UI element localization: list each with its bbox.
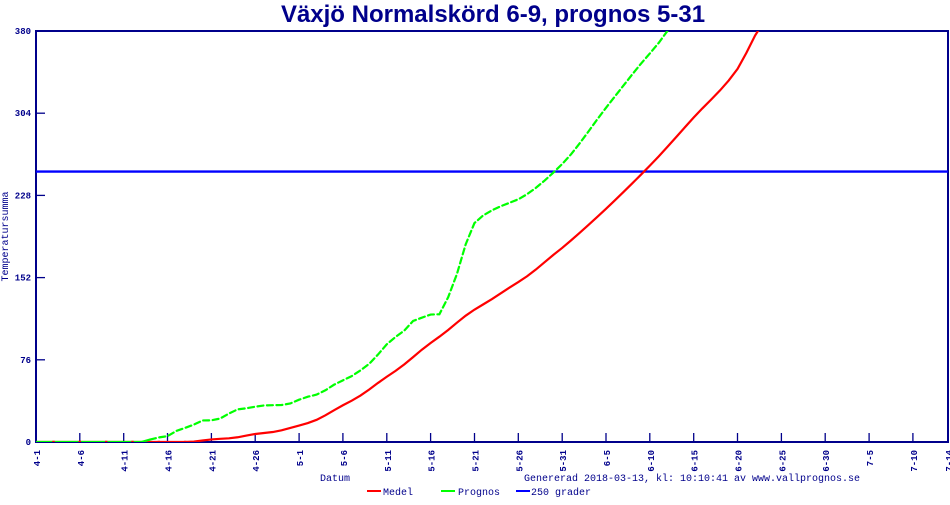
svg-text:7-5: 7-5	[866, 450, 876, 466]
svg-text:6-25: 6-25	[778, 450, 788, 472]
svg-text:0: 0	[26, 438, 31, 448]
svg-text:380: 380	[15, 27, 31, 37]
svg-text:5-21: 5-21	[472, 449, 482, 471]
svg-text:Växjö Normalskörd 6-9, prognos: Växjö Normalskörd 6-9, prognos 5-31	[281, 1, 705, 28]
svg-text:250 grader: 250 grader	[531, 487, 591, 499]
svg-text:Datum: Datum	[320, 474, 350, 485]
svg-text:Prognos: Prognos	[458, 488, 500, 499]
svg-text:5-16: 5-16	[428, 450, 438, 472]
svg-text:5-1: 5-1	[296, 449, 306, 466]
svg-text:4-26: 4-26	[252, 450, 262, 472]
svg-text:4-21: 4-21	[208, 449, 218, 471]
svg-text:5-26: 5-26	[515, 450, 525, 472]
svg-text:4-1: 4-1	[33, 449, 43, 466]
svg-text:Genererad 2018-03-13, kl: 10:1: Genererad 2018-03-13, kl: 10:10:41 av ww…	[524, 473, 860, 485]
svg-text:5-6: 5-6	[340, 450, 350, 466]
svg-text:228: 228	[15, 191, 31, 201]
svg-text:6-5: 6-5	[603, 450, 613, 466]
svg-text:5-11: 5-11	[384, 449, 394, 471]
svg-text:7-14: 7-14	[945, 449, 950, 471]
svg-text:7-10: 7-10	[910, 450, 920, 472]
svg-text:6-30: 6-30	[822, 450, 832, 472]
svg-text:76: 76	[20, 356, 31, 366]
svg-text:304: 304	[15, 109, 32, 119]
svg-text:152: 152	[15, 274, 31, 284]
svg-text:4-6: 4-6	[77, 450, 87, 466]
svg-text:5-31: 5-31	[559, 449, 569, 471]
svg-text:4-11: 4-11	[121, 449, 131, 471]
svg-text:6-10: 6-10	[647, 450, 657, 472]
svg-text:6-20: 6-20	[735, 450, 745, 472]
svg-text:4-16: 4-16	[165, 450, 175, 472]
svg-text:6-15: 6-15	[691, 450, 701, 472]
svg-text:Temperatursumma: Temperatursumma	[1, 191, 12, 281]
svg-text:Medel: Medel	[383, 487, 413, 499]
